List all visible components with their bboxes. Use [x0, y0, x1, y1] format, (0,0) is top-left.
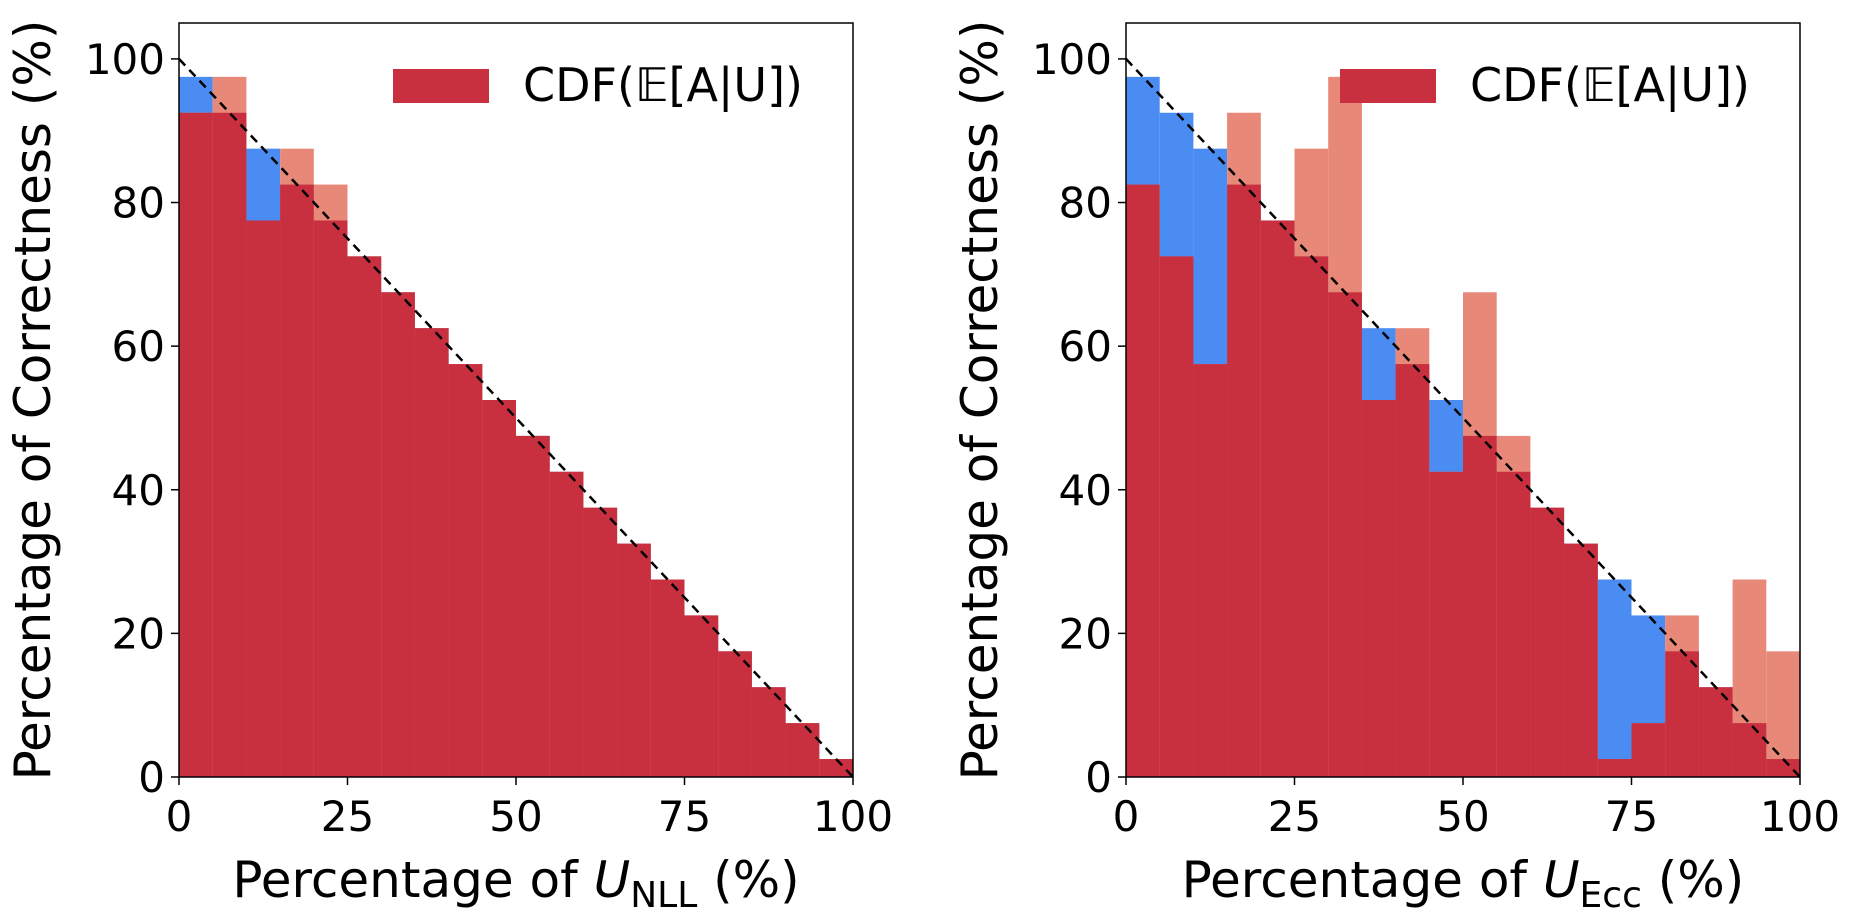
x-axis-title-suffix: (%)	[697, 851, 799, 909]
y-tick-label: 20	[1059, 609, 1112, 658]
x-tick-label: 75	[1605, 792, 1658, 841]
x-tick-label: 100	[1760, 792, 1840, 841]
x-tick-label: 25	[321, 792, 374, 841]
cdf-bar	[1361, 400, 1396, 777]
x-axis-title-subscript: Ecc	[1580, 875, 1642, 916]
y-tick-label: 80	[1059, 179, 1112, 228]
cdf-bar	[1665, 651, 1699, 777]
legend-label: CDF(𝔼[A|U])	[1470, 58, 1750, 113]
y-axis-title: Percentage of Correctness (%)	[4, 20, 62, 781]
x-axis-title-variable: U	[594, 851, 631, 909]
x-tick-label: 0	[1113, 792, 1140, 841]
legend: CDF(𝔼[A|U])	[1340, 58, 1750, 113]
cdf-bar	[482, 400, 516, 777]
x-tick-label: 25	[1268, 792, 1321, 841]
y-axis-title: Percentage of Correctness (%)	[951, 20, 1009, 781]
y-tick-label: 100	[85, 35, 165, 84]
legend: CDF(𝔼[A|U])	[393, 58, 803, 113]
y-tick-label: 80	[112, 179, 165, 228]
cdf-bar	[1766, 759, 1800, 777]
x-tick-label: 100	[813, 792, 893, 841]
y-tick-label: 100	[1032, 35, 1112, 84]
cdf-bar	[549, 471, 584, 777]
x-tick-label: 75	[658, 792, 711, 841]
cdf-bar	[785, 723, 820, 777]
x-axis-title-suffix: (%)	[1642, 851, 1744, 909]
legend-swatch	[1340, 69, 1436, 103]
cdf-bar	[1597, 759, 1632, 777]
x-axis-title-prefix: Percentage of	[232, 851, 593, 909]
legend-swatch	[393, 69, 489, 103]
cdf-bar	[448, 364, 483, 777]
over-bar	[1766, 651, 1800, 777]
cdf-bar	[751, 687, 786, 777]
cdf-bar	[1631, 723, 1666, 777]
cdf-bar	[179, 112, 213, 777]
cdf-bar	[414, 328, 449, 777]
x-axis-title: Percentage of UEcc (%)	[1182, 851, 1745, 916]
cdf-bar	[313, 220, 348, 777]
cdf-bar	[381, 292, 415, 777]
x-tick-label: 50	[1436, 792, 1489, 841]
cdf-bar	[212, 112, 247, 777]
y-tick-label: 60	[1059, 322, 1112, 371]
cdf-bar	[1193, 364, 1228, 777]
x-axis-title-variable: U	[1543, 851, 1580, 909]
cdf-bar	[1328, 292, 1362, 777]
cdf-bar	[617, 543, 651, 777]
cdf-bar	[280, 184, 314, 778]
cdf-bar	[718, 651, 752, 777]
y-tick-label: 60	[112, 322, 165, 371]
y-tick-label: 0	[138, 753, 165, 802]
chart-panel-nll: 0 25 50 75 100 0 20 40 60 80 100 Percentage of Corr…	[4, 20, 893, 916]
under-bar	[1597, 579, 1632, 777]
cdf-bar	[1126, 184, 1160, 778]
cdf-bar	[1530, 507, 1565, 777]
cdf-bar	[1732, 723, 1767, 777]
cdf-bar	[1698, 687, 1733, 777]
y-tick-label: 20	[112, 609, 165, 658]
cdf-bar	[1395, 364, 1430, 777]
cdf-bar	[1429, 471, 1463, 777]
y-tick-label: 0	[1085, 753, 1112, 802]
x-tick-label: 50	[489, 792, 542, 841]
cdf-bar	[1496, 471, 1531, 777]
cdf-bar	[819, 759, 853, 777]
cdf-bar	[1260, 220, 1295, 777]
cdf-bar	[1227, 184, 1261, 778]
legend-label: CDF(𝔼[A|U])	[523, 58, 803, 113]
cdf-bar	[684, 615, 719, 777]
cdf-bar	[1564, 543, 1598, 777]
cdf-bar	[246, 220, 281, 777]
x-axis-title-prefix: Percentage of	[1182, 851, 1543, 909]
cdf-bar	[650, 579, 685, 777]
x-axis-title: Percentage of UNLL (%)	[232, 851, 799, 916]
x-axis-title-subscript: NLL	[630, 875, 697, 916]
chart-panel-ecc: 0 25 50 75 100 0 20 40 60 80 100 Percentage of Corr…	[951, 20, 1840, 916]
cdf-bar	[1294, 256, 1329, 777]
y-tick-label: 40	[1059, 466, 1112, 515]
cdf-bar	[1463, 435, 1497, 777]
cdf-bar	[583, 507, 618, 777]
cdf-bar	[1159, 256, 1194, 777]
cdf-bar	[347, 256, 382, 777]
y-tick-label: 40	[112, 466, 165, 515]
cdf-bar	[516, 435, 550, 777]
x-tick-label: 0	[166, 792, 193, 841]
